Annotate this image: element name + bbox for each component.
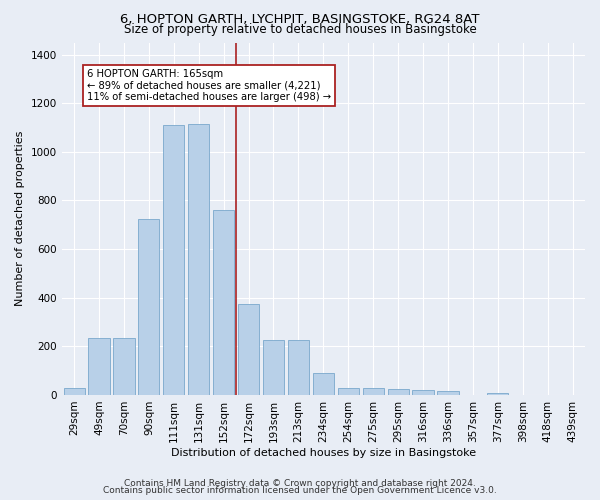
Y-axis label: Number of detached properties: Number of detached properties [15, 131, 25, 306]
Bar [238, 304, 259, 395]
Text: Size of property relative to detached houses in Basingstoke: Size of property relative to detached ho… [124, 22, 476, 36]
Text: 6 HOPTON GARTH: 165sqm
← 89% of detached houses are smaller (4,221)
11% of semi-: 6 HOPTON GARTH: 165sqm ← 89% of detached… [86, 69, 331, 102]
Bar [313, 373, 334, 395]
Bar [188, 124, 209, 395]
Text: 6, HOPTON GARTH, LYCHPIT, BASINGSTOKE, RG24 8AT: 6, HOPTON GARTH, LYCHPIT, BASINGSTOKE, R… [120, 12, 480, 26]
X-axis label: Distribution of detached houses by size in Basingstoke: Distribution of detached houses by size … [171, 448, 476, 458]
Bar [412, 390, 434, 395]
Bar [487, 392, 508, 395]
Text: Contains HM Land Registry data © Crown copyright and database right 2024.: Contains HM Land Registry data © Crown c… [124, 478, 476, 488]
Bar [288, 340, 309, 395]
Bar [362, 388, 384, 395]
Bar [213, 210, 234, 395]
Bar [338, 388, 359, 395]
Text: Contains public sector information licensed under the Open Government Licence v3: Contains public sector information licen… [103, 486, 497, 495]
Bar [113, 338, 134, 395]
Bar [263, 340, 284, 395]
Bar [64, 388, 85, 395]
Bar [138, 218, 160, 395]
Bar [388, 389, 409, 395]
Bar [437, 392, 458, 395]
Bar [163, 125, 184, 395]
Bar [88, 338, 110, 395]
